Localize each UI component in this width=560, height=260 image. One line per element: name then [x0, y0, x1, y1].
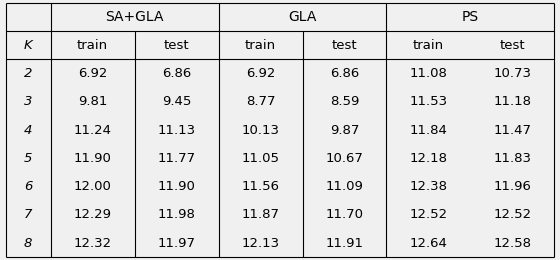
Text: SA+GLA: SA+GLA — [105, 10, 164, 24]
Text: PS: PS — [462, 10, 479, 24]
Text: 11.98: 11.98 — [157, 209, 195, 222]
Text: 12.18: 12.18 — [409, 152, 447, 165]
Text: 9.45: 9.45 — [162, 95, 191, 108]
Text: 12.32: 12.32 — [73, 237, 111, 250]
Text: 6: 6 — [24, 180, 32, 193]
Text: 8.77: 8.77 — [246, 95, 276, 108]
Text: 6.86: 6.86 — [162, 67, 191, 80]
Text: 12.58: 12.58 — [493, 237, 531, 250]
Text: 12.64: 12.64 — [409, 237, 447, 250]
Text: 5: 5 — [24, 152, 32, 165]
Text: test: test — [500, 38, 525, 51]
Text: K: K — [24, 38, 32, 51]
Text: 12.00: 12.00 — [74, 180, 111, 193]
Text: 11.96: 11.96 — [493, 180, 531, 193]
Text: train: train — [245, 38, 276, 51]
Text: 11.77: 11.77 — [157, 152, 195, 165]
Text: 12.38: 12.38 — [409, 180, 447, 193]
Text: test: test — [332, 38, 357, 51]
Text: 11.97: 11.97 — [157, 237, 195, 250]
Text: GLA: GLA — [288, 10, 317, 24]
Text: 11.18: 11.18 — [493, 95, 531, 108]
Text: 12.52: 12.52 — [493, 209, 531, 222]
Text: 11.47: 11.47 — [493, 124, 531, 136]
Text: 10.73: 10.73 — [493, 67, 531, 80]
Text: 2: 2 — [24, 67, 32, 80]
Text: 11.91: 11.91 — [325, 237, 363, 250]
Text: 11.90: 11.90 — [157, 180, 195, 193]
Text: 6.92: 6.92 — [246, 67, 275, 80]
Text: 6.92: 6.92 — [78, 67, 108, 80]
Text: 12.13: 12.13 — [241, 237, 279, 250]
Text: 11.90: 11.90 — [74, 152, 111, 165]
Text: 8: 8 — [24, 237, 32, 250]
Text: train: train — [77, 38, 108, 51]
Text: 6.86: 6.86 — [330, 67, 359, 80]
Text: 10.67: 10.67 — [325, 152, 363, 165]
Text: 11.56: 11.56 — [241, 180, 279, 193]
Text: 11.70: 11.70 — [325, 209, 363, 222]
Text: 11.13: 11.13 — [157, 124, 195, 136]
Text: test: test — [164, 38, 189, 51]
Text: 11.84: 11.84 — [409, 124, 447, 136]
Text: 10.13: 10.13 — [241, 124, 279, 136]
Text: 8.59: 8.59 — [330, 95, 359, 108]
Text: 9.81: 9.81 — [78, 95, 108, 108]
Text: 4: 4 — [24, 124, 32, 136]
Text: 3: 3 — [24, 95, 32, 108]
Text: 11.24: 11.24 — [73, 124, 111, 136]
Text: 12.52: 12.52 — [409, 209, 447, 222]
Text: 11.08: 11.08 — [409, 67, 447, 80]
Text: 11.09: 11.09 — [325, 180, 363, 193]
Text: train: train — [413, 38, 444, 51]
Text: 12.29: 12.29 — [73, 209, 111, 222]
Text: 9.87: 9.87 — [330, 124, 359, 136]
Text: 11.83: 11.83 — [493, 152, 531, 165]
Text: 7: 7 — [24, 209, 32, 222]
Text: 11.87: 11.87 — [241, 209, 279, 222]
Text: 11.05: 11.05 — [241, 152, 279, 165]
Text: 11.53: 11.53 — [409, 95, 447, 108]
